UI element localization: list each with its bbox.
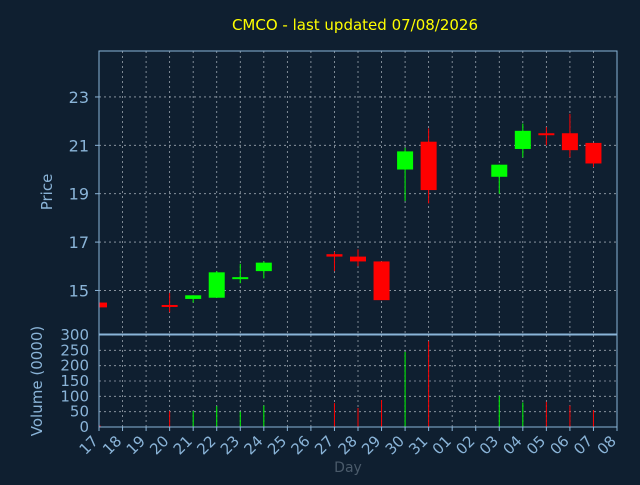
- x-tick-label: 23: [217, 432, 243, 458]
- volume-tick-label: 50: [70, 403, 89, 421]
- price-plot-frame: [98, 50, 618, 335]
- x-tick-label: 01: [429, 432, 455, 458]
- volume-tick-label: 0: [79, 418, 89, 436]
- x-tick-label: 18: [99, 432, 125, 458]
- price-tick-label: 23: [69, 88, 89, 107]
- x-tick-label: 07: [570, 432, 596, 458]
- price-axis-label: Price: [38, 174, 56, 211]
- candle-body: [373, 261, 390, 301]
- candle-body: [538, 133, 555, 136]
- x-tick-label: 03: [476, 432, 502, 458]
- volume-tick-label: 250: [60, 341, 89, 359]
- x-tick-label: 05: [523, 432, 549, 458]
- candle-body: [420, 141, 437, 191]
- volume-tick-label: 150: [60, 372, 89, 390]
- x-tick-label: 17: [76, 432, 102, 458]
- x-ticks: 1718192021222324252627282930310102030405…: [76, 427, 620, 458]
- candle-body: [100, 302, 107, 308]
- price-tick-label: 17: [69, 233, 89, 252]
- x-tick-label: 06: [547, 432, 573, 458]
- candles: [99, 113, 602, 313]
- x-tick-label: 29: [358, 432, 384, 458]
- candle-body: [161, 304, 178, 307]
- candle-body: [185, 295, 202, 299]
- candle-body: [326, 254, 343, 257]
- candle-body: [255, 262, 272, 272]
- candle-body: [397, 151, 414, 170]
- x-tick-label: 24: [240, 432, 266, 458]
- volume-tick-label: 100: [60, 387, 89, 405]
- volume-grid: [99, 335, 617, 427]
- x-tick-label: 31: [405, 432, 431, 458]
- candle-body: [561, 133, 578, 151]
- x-tick-label: 21: [170, 432, 196, 458]
- x-tick-label: 28: [335, 432, 361, 458]
- x-tick-label: 30: [382, 432, 408, 458]
- x-axis-label: Day: [334, 460, 362, 476]
- candle-body: [350, 256, 366, 262]
- chart-title: CMCO - last updated 07/08/2026: [232, 16, 478, 34]
- candle-body: [514, 130, 531, 149]
- x-tick-label: 27: [311, 432, 337, 458]
- candle-body: [491, 164, 508, 177]
- x-tick-label: 04: [499, 432, 525, 458]
- x-tick-label: 19: [123, 432, 149, 458]
- x-tick-label: 26: [288, 432, 314, 458]
- candle-body: [585, 142, 602, 164]
- volume-bars: [99, 341, 594, 427]
- x-tick-label: 02: [452, 432, 478, 458]
- volume-axis-label: Volume (0000): [28, 326, 46, 436]
- price-grid: [99, 51, 617, 334]
- x-tick-label: 20: [146, 432, 172, 458]
- x-tick-label: 08: [594, 432, 620, 458]
- candle-body: [232, 277, 249, 280]
- price-tick-label: 21: [69, 136, 89, 155]
- candle-body: [208, 272, 225, 298]
- volume-tick-label: 200: [60, 357, 89, 375]
- x-tick-label: 25: [264, 432, 290, 458]
- price-axis: 15 17 19 21 23: [69, 88, 99, 300]
- volume-plot-frame: [98, 334, 618, 428]
- x-tick-label: 22: [193, 432, 219, 458]
- price-tick-label: 15: [69, 281, 89, 300]
- price-tick-label: 19: [69, 185, 89, 204]
- volume-tick-label: 300: [60, 326, 89, 344]
